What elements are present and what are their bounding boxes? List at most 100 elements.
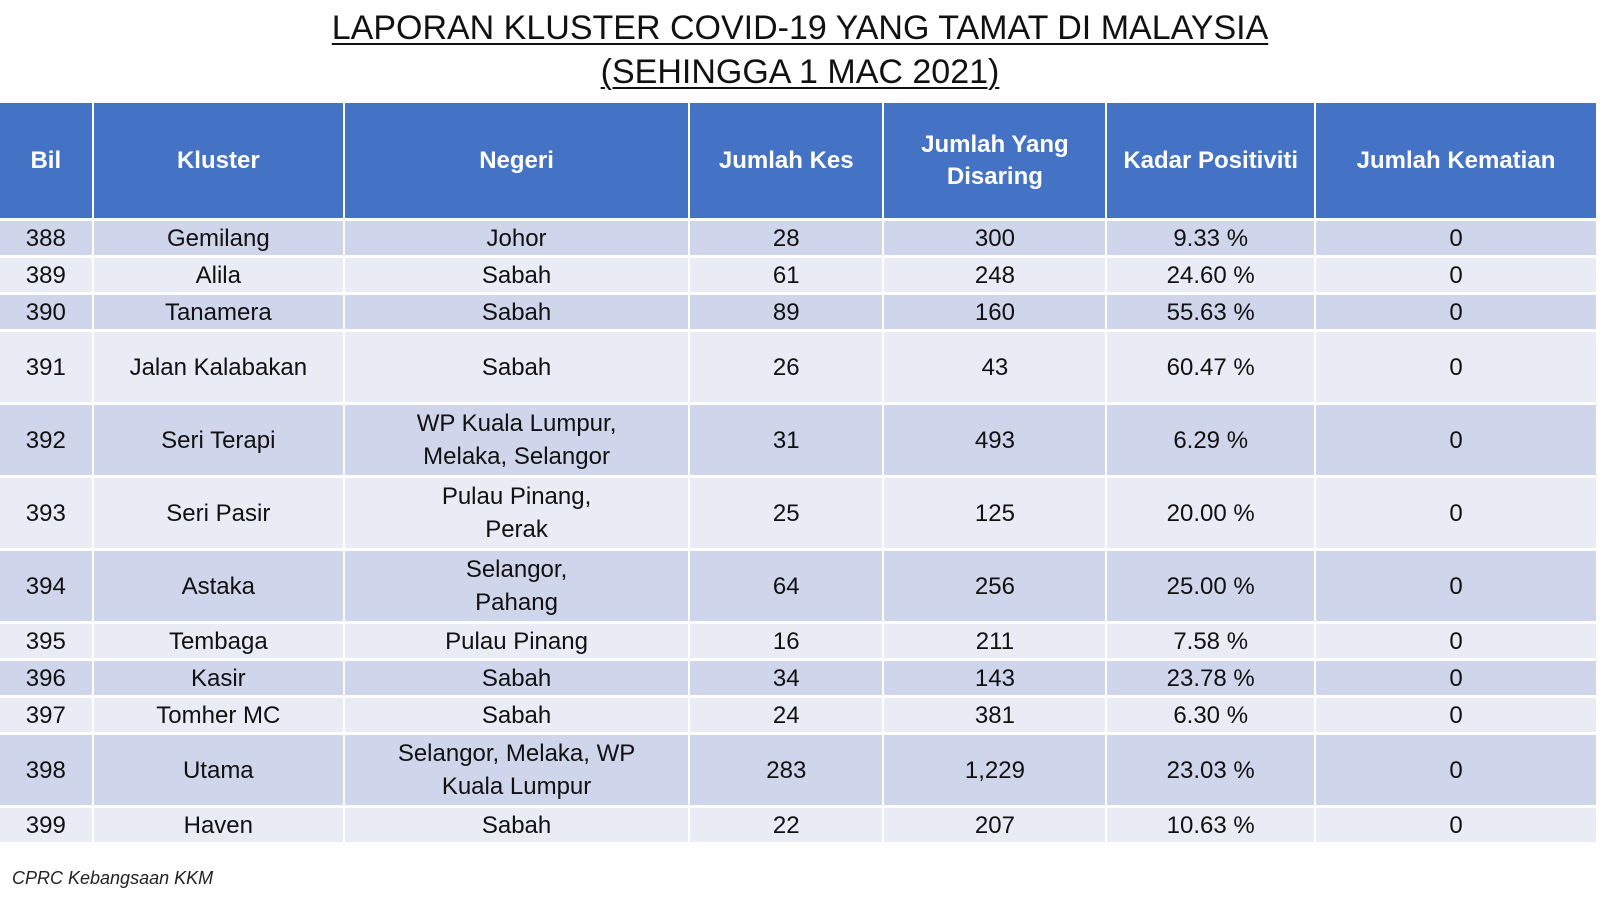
- cell-jumlah-disaring: 43: [884, 332, 1106, 402]
- cell-jumlah-kematian: 0: [1316, 698, 1596, 732]
- header-kadar-positiviti: Kadar Positiviti: [1107, 103, 1314, 218]
- cell-jumlah-kes: 28: [690, 221, 883, 255]
- cell-kadar-positiviti: 10.63 %: [1107, 808, 1314, 842]
- cell-kluster: Seri Terapi: [93, 405, 344, 475]
- cell-bil: 389: [0, 258, 92, 292]
- cell-negeri: Sabah: [345, 332, 689, 402]
- cell-kluster: Kasir: [93, 661, 344, 695]
- cell-jumlah-kematian: 0: [1316, 661, 1596, 695]
- cell-kluster: Astaka: [93, 551, 344, 621]
- cell-jumlah-kes: 31: [690, 405, 883, 475]
- cell-jumlah-kes: 34: [690, 661, 883, 695]
- cell-jumlah-kematian: 0: [1316, 735, 1596, 805]
- cell-kluster: Tanamera: [93, 295, 344, 329]
- cell-jumlah-kes: 283: [690, 735, 883, 805]
- cell-bil: 397: [0, 698, 92, 732]
- cell-negeri: Selangor, Melaka, WP Kuala Lumpur: [345, 735, 689, 805]
- cell-negeri: Sabah: [345, 698, 689, 732]
- cell-bil: 394: [0, 551, 92, 621]
- cell-bil: 388: [0, 221, 92, 255]
- header-jumlah-kematian: Jumlah Kematian: [1316, 103, 1596, 218]
- cell-jumlah-disaring: 143: [884, 661, 1106, 695]
- table-row: 388 Gemilang Johor 28 300 9.33 % 0: [0, 221, 1596, 255]
- cell-jumlah-disaring: 381: [884, 698, 1106, 732]
- cell-jumlah-kematian: 0: [1316, 478, 1596, 548]
- cell-bil: 395: [0, 624, 92, 658]
- source-footer: CPRC Kebangsaan KKM: [12, 868, 214, 888]
- cluster-table: Bil Kluster Negeri Jumlah Kes Jumlah Yan…: [0, 100, 1598, 845]
- cell-negeri: Selangor, Pahang: [345, 551, 689, 621]
- cell-bil: 396: [0, 661, 92, 695]
- cell-bil: 399: [0, 808, 92, 842]
- cell-jumlah-kematian: 0: [1316, 624, 1596, 658]
- table-row: 394 Astaka Selangor, Pahang 64 256 25.00…: [0, 551, 1596, 621]
- cell-jumlah-disaring: 125: [884, 478, 1106, 548]
- cell-kadar-positiviti: 23.78 %: [1107, 661, 1314, 695]
- header-jumlah-kes: Jumlah Kes: [690, 103, 883, 218]
- cell-jumlah-disaring: 248: [884, 258, 1106, 292]
- cell-kluster: Haven: [93, 808, 344, 842]
- cell-jumlah-kematian: 0: [1316, 258, 1596, 292]
- header-negeri: Negeri: [345, 103, 689, 218]
- cell-bil: 391: [0, 332, 92, 402]
- table-row: 397 Tomher MC Sabah 24 381 6.30 % 0: [0, 698, 1596, 732]
- cell-kluster: Seri Pasir: [93, 478, 344, 548]
- cell-negeri: Sabah: [345, 258, 689, 292]
- table-header-row: Bil Kluster Negeri Jumlah Kes Jumlah Yan…: [0, 103, 1596, 218]
- cell-kadar-positiviti: 23.03 %: [1107, 735, 1314, 805]
- cell-bil: 393: [0, 478, 92, 548]
- table-row: 399 Haven Sabah 22 207 10.63 % 0: [0, 808, 1596, 842]
- cell-kadar-positiviti: 24.60 %: [1107, 258, 1314, 292]
- table-row: 391 Jalan Kalabakan Sabah 26 43 60.47 % …: [0, 332, 1596, 402]
- cell-jumlah-kematian: 0: [1316, 295, 1596, 329]
- cell-kadar-positiviti: 20.00 %: [1107, 478, 1314, 548]
- cell-kadar-positiviti: 9.33 %: [1107, 221, 1314, 255]
- table-row: 398 Utama Selangor, Melaka, WP Kuala Lum…: [0, 735, 1596, 805]
- header-kluster: Kluster: [93, 103, 344, 218]
- cell-kluster: Utama: [93, 735, 344, 805]
- table-row: 396 Kasir Sabah 34 143 23.78 % 0: [0, 661, 1596, 695]
- cell-negeri: Sabah: [345, 808, 689, 842]
- table-row: 389 Alila Sabah 61 248 24.60 % 0: [0, 258, 1596, 292]
- cell-negeri: Johor: [345, 221, 689, 255]
- cell-kadar-positiviti: 6.30 %: [1107, 698, 1314, 732]
- cell-jumlah-kes: 64: [690, 551, 883, 621]
- cell-jumlah-kematian: 0: [1316, 808, 1596, 842]
- header-bil: Bil: [0, 103, 92, 218]
- cell-jumlah-kes: 22: [690, 808, 883, 842]
- cell-jumlah-kes: 61: [690, 258, 883, 292]
- cell-jumlah-kematian: 0: [1316, 332, 1596, 402]
- cell-kluster: Gemilang: [93, 221, 344, 255]
- cell-jumlah-disaring: 300: [884, 221, 1106, 255]
- title-line-2: (SEHINGGA 1 MAC 2021): [600, 53, 1000, 91]
- cell-jumlah-kes: 89: [690, 295, 883, 329]
- report-title: LAPORAN KLUSTER COVID-19 YANG TAMAT DI M…: [0, 6, 1600, 94]
- cell-jumlah-kes: 26: [690, 332, 883, 402]
- cell-negeri: Pulau Pinang: [345, 624, 689, 658]
- cell-negeri: Sabah: [345, 295, 689, 329]
- cell-jumlah-disaring: 207: [884, 808, 1106, 842]
- cell-negeri: Pulau Pinang, Perak: [345, 478, 689, 548]
- cell-kluster: Jalan Kalabakan: [93, 332, 344, 402]
- cell-kluster: Tomher MC: [93, 698, 344, 732]
- title-line-1: LAPORAN KLUSTER COVID-19 YANG TAMAT DI M…: [331, 9, 1269, 47]
- cell-bil: 390: [0, 295, 92, 329]
- cell-jumlah-disaring: 1,229: [884, 735, 1106, 805]
- cell-kadar-positiviti: 60.47 %: [1107, 332, 1314, 402]
- cell-jumlah-kematian: 0: [1316, 405, 1596, 475]
- cell-jumlah-kes: 25: [690, 478, 883, 548]
- cell-kadar-positiviti: 55.63 %: [1107, 295, 1314, 329]
- header-jumlah-disaring: Jumlah Yang Disaring: [884, 103, 1106, 218]
- table-row: 393 Seri Pasir Pulau Pinang, Perak 25 12…: [0, 478, 1596, 548]
- cell-kluster: Tembaga: [93, 624, 344, 658]
- table-row: 395 Tembaga Pulau Pinang 16 211 7.58 % 0: [0, 624, 1596, 658]
- cell-kadar-positiviti: 25.00 %: [1107, 551, 1314, 621]
- cell-negeri: Sabah: [345, 661, 689, 695]
- cell-jumlah-kes: 16: [690, 624, 883, 658]
- cell-jumlah-disaring: 256: [884, 551, 1106, 621]
- table-row: 390 Tanamera Sabah 89 160 55.63 % 0: [0, 295, 1596, 329]
- cell-kadar-positiviti: 7.58 %: [1107, 624, 1314, 658]
- cell-kluster: Alila: [93, 258, 344, 292]
- cell-jumlah-kematian: 0: [1316, 551, 1596, 621]
- cell-jumlah-disaring: 160: [884, 295, 1106, 329]
